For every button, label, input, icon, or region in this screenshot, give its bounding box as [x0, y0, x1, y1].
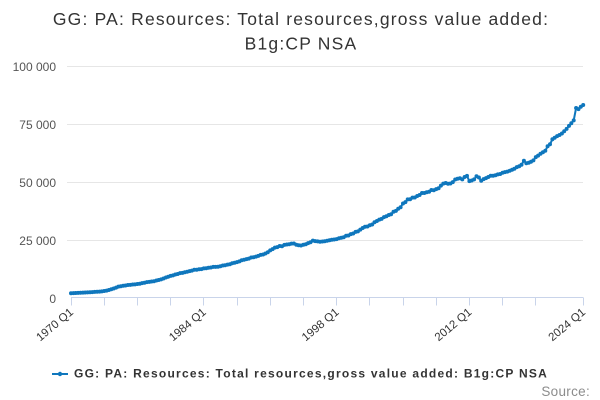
- svg-text:50 000: 50 000: [19, 176, 56, 190]
- svg-text:B1g:CP NSA: B1g:CP NSA: [245, 34, 358, 54]
- svg-text:GG: PA: Resources: Total resou: GG: PA: Resources: Total resources,gross…: [74, 367, 548, 381]
- svg-text:Source:: Source:: [541, 384, 590, 399]
- svg-text:100 000: 100 000: [13, 60, 57, 74]
- svg-text:25 000: 25 000: [19, 234, 56, 248]
- svg-text:75 000: 75 000: [19, 118, 56, 132]
- svg-text:0: 0: [49, 292, 56, 306]
- svg-text:GG: PA: Resources: Total resou: GG: PA: Resources: Total resources,gross…: [53, 9, 549, 29]
